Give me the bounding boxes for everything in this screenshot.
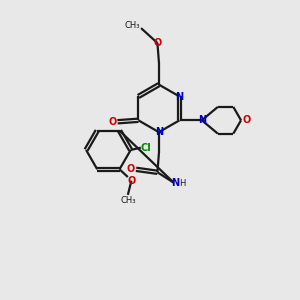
Text: O: O [108, 117, 116, 127]
Text: O: O [127, 176, 136, 186]
Text: Cl: Cl [141, 142, 152, 153]
Text: O: O [153, 38, 162, 48]
Text: O: O [242, 115, 250, 125]
Text: N: N [198, 115, 206, 125]
Text: O: O [127, 164, 135, 174]
Text: N: N [155, 127, 163, 137]
Text: N: N [176, 92, 184, 101]
Text: CH₃: CH₃ [124, 21, 140, 30]
Text: CH₃: CH₃ [120, 196, 136, 205]
Text: N: N [171, 178, 179, 188]
Text: H: H [179, 179, 185, 188]
